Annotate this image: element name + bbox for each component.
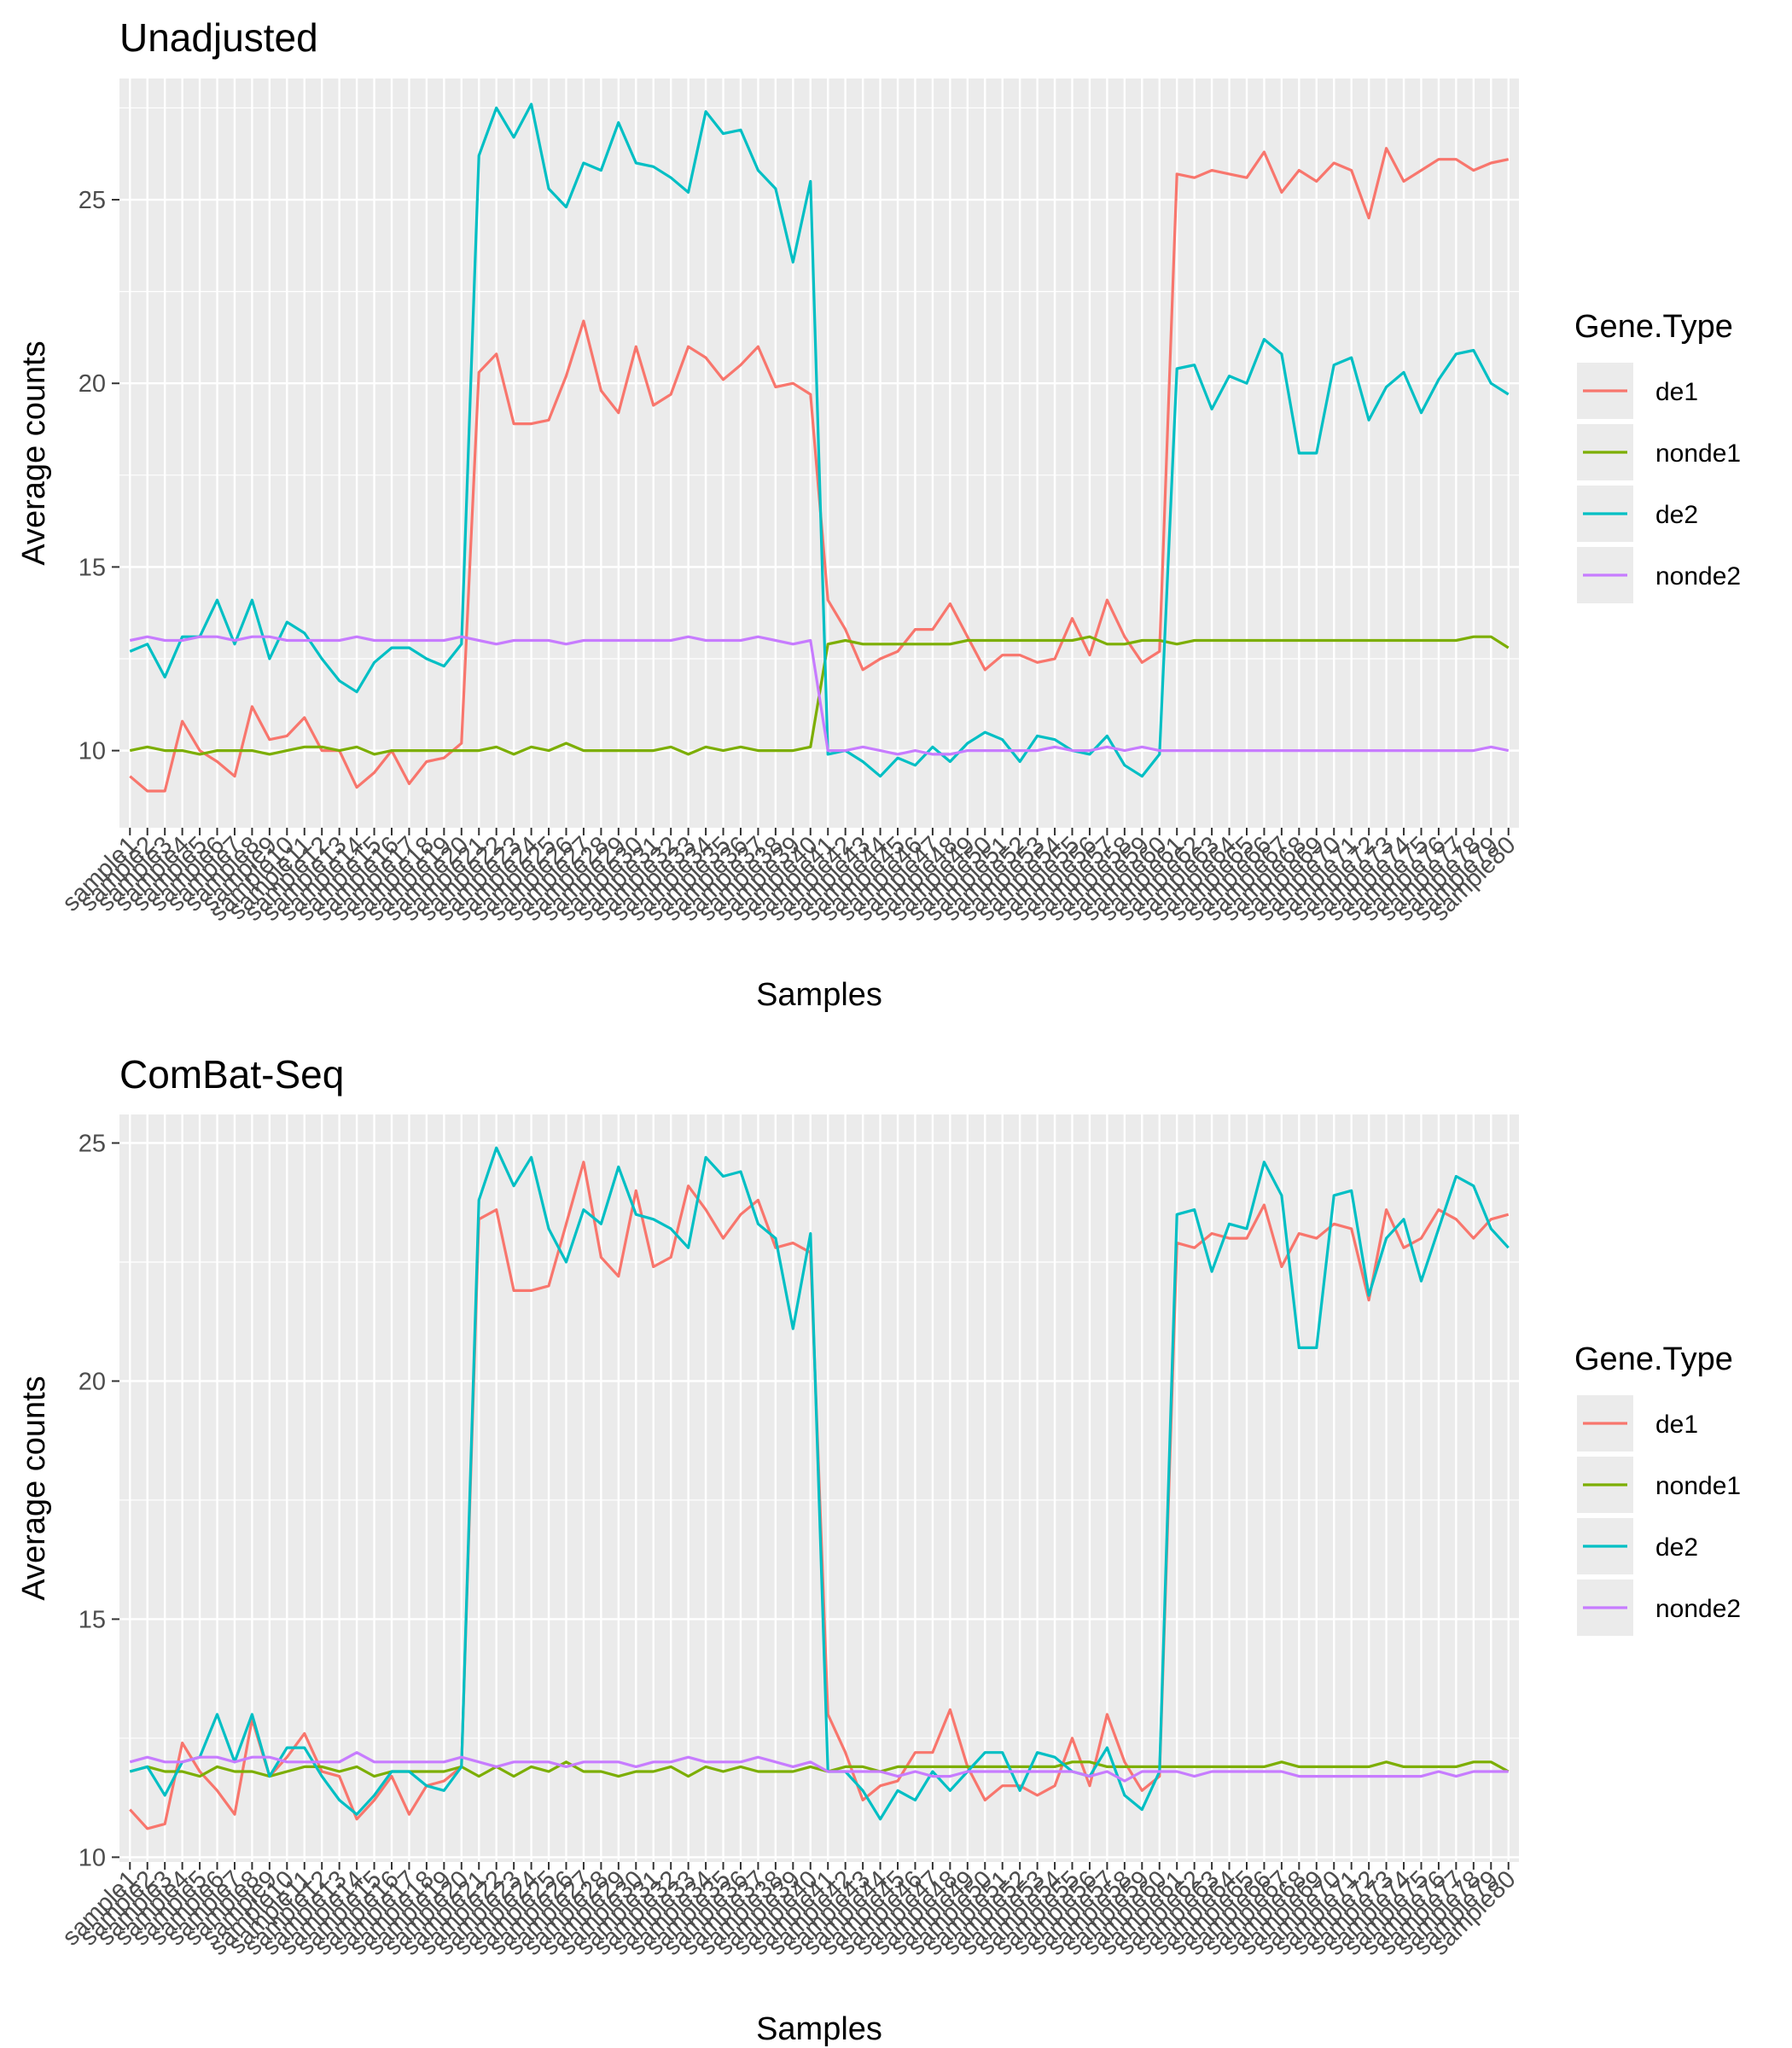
y-axis-label: Average counts — [16, 340, 52, 565]
x-axis-label: Samples — [756, 2011, 882, 2047]
legend-entry: nonde2 — [1655, 1595, 1741, 1623]
series-line-de2 — [129, 1146, 1510, 1821]
y-tick-label: 25 — [79, 187, 106, 214]
y-tick-label: 10 — [79, 738, 106, 765]
y-tick-label: 10 — [79, 1844, 106, 1871]
series-line-nonde2 — [129, 1751, 1509, 1783]
legend: Gene.Type de1 nonde1 de2 nonde2 — [1574, 1341, 1741, 1636]
y-tick-label: 20 — [79, 370, 106, 398]
y-tick-label: 15 — [79, 1606, 106, 1633]
y-tick-label: 20 — [79, 1368, 106, 1395]
legend-title: Gene.Type — [1574, 1341, 1733, 1377]
chart-combat-seq: 10152025sample1sample2sample3sample4samp… — [16, 1052, 1741, 2047]
legend-entry: de2 — [1655, 1533, 1698, 1562]
legend-entry: nonde2 — [1655, 562, 1741, 591]
legend-entry: nonde1 — [1655, 439, 1741, 468]
y-axis-label: Average counts — [16, 1376, 52, 1600]
y-tick-label: 25 — [79, 1130, 106, 1157]
legend-entry: de2 — [1655, 501, 1698, 529]
legend-entry: nonde1 — [1655, 1472, 1741, 1500]
chart-title: ComBat-Seq — [119, 1052, 344, 1097]
legend: Gene.Type de1 nonde1 de2 nonde2 — [1574, 309, 1741, 603]
legend-entry: de1 — [1655, 1411, 1698, 1439]
legend-entry: de1 — [1655, 378, 1698, 406]
x-axis-label: Samples — [756, 977, 882, 1013]
chart-title: Unadjusted — [119, 15, 318, 60]
chart-unadjusted: 10152025sample1sample2sample3sample4samp… — [16, 15, 1741, 1013]
y-tick-label: 15 — [79, 554, 106, 581]
series-line-de2 — [129, 102, 1510, 778]
series-line-nonde1 — [129, 1760, 1510, 1778]
series-line-nonde2 — [129, 635, 1510, 756]
legend-title: Gene.Type — [1574, 309, 1733, 345]
